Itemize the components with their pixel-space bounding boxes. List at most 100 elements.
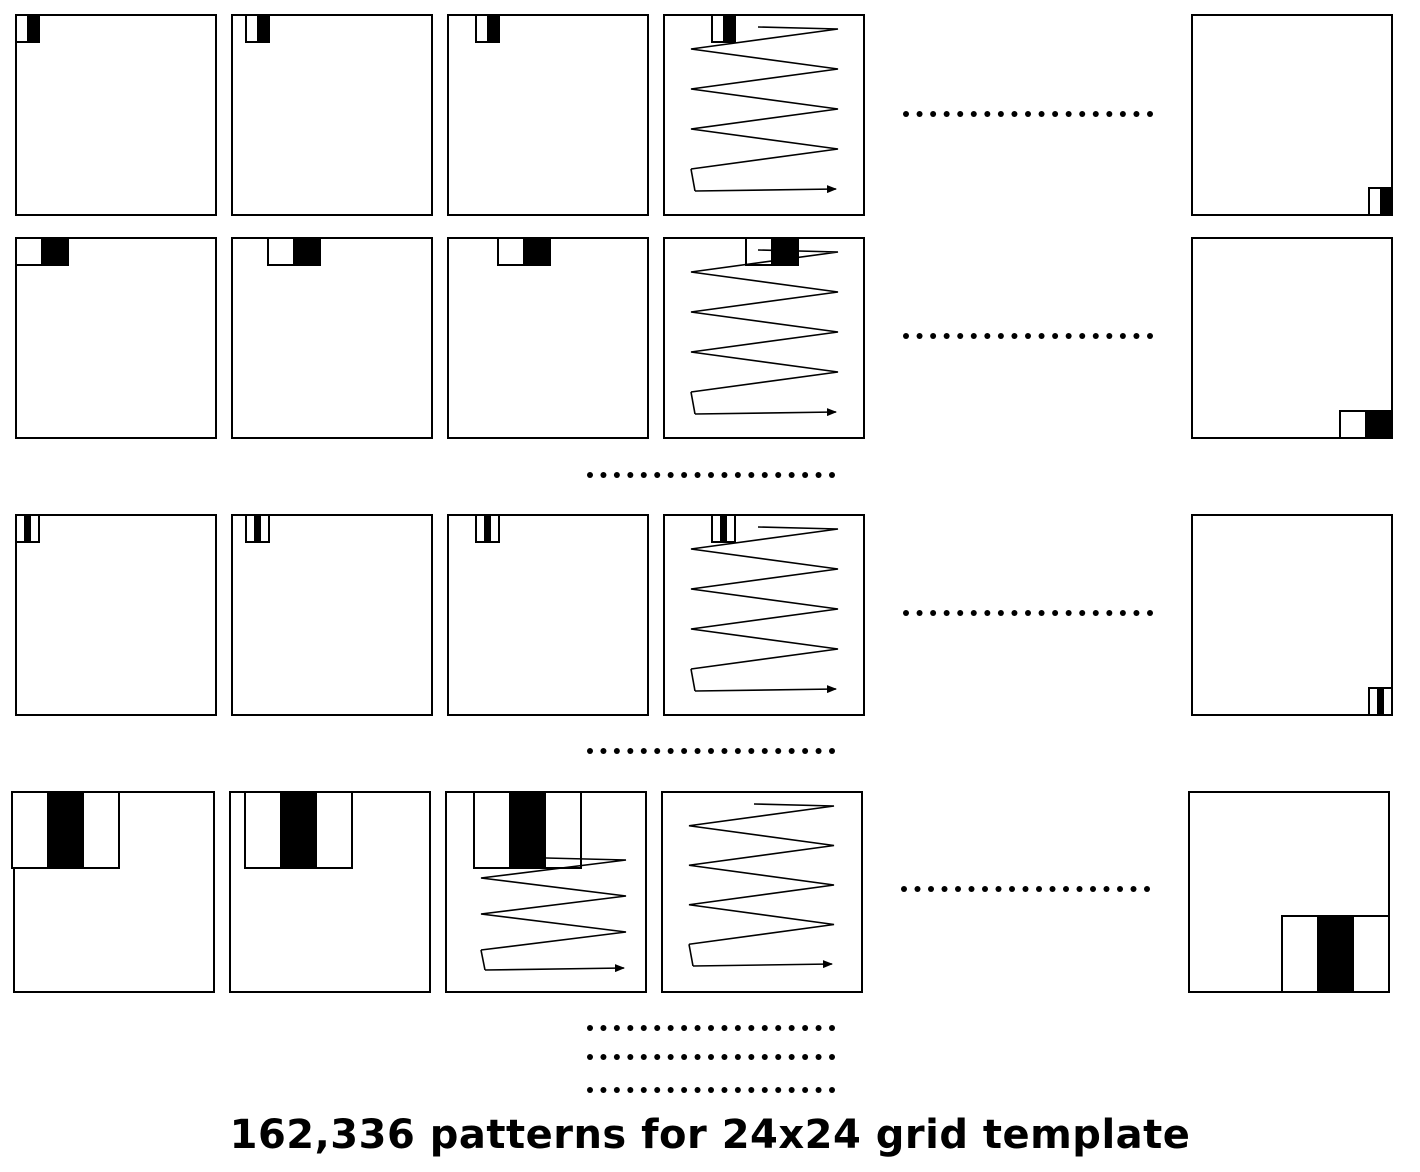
ellipsis-dot <box>928 886 934 892</box>
ellipsis-dot <box>654 748 661 754</box>
panel-3 <box>445 791 647 993</box>
ellipsis-dot <box>721 1025 728 1031</box>
ellipsis-dot <box>613 1054 620 1060</box>
panel-frame <box>447 514 649 716</box>
ellipsis-dot <box>1063 886 1069 892</box>
ellipsis-dot <box>1119 111 1126 117</box>
ellipsis-dot <box>694 1025 701 1031</box>
ellipsis-dot <box>1092 333 1099 339</box>
panel-frame <box>447 237 649 439</box>
panel-2 <box>231 237 433 439</box>
scan-path-arrow <box>694 685 837 694</box>
feature-black-band <box>1380 187 1393 216</box>
ellipsis-dot <box>613 472 620 478</box>
panel-final <box>1191 514 1393 716</box>
scan-path-arrow <box>692 960 833 969</box>
ellipsis-dot <box>748 1087 755 1093</box>
ellipsis-dot <box>734 1054 741 1060</box>
ellipsis-dot <box>721 748 728 754</box>
ellipsis-dot <box>1076 886 1083 892</box>
ellipsis-dot <box>943 333 950 339</box>
ellipsis-dot <box>721 1087 728 1093</box>
ellipsis-dot <box>802 1025 809 1031</box>
haar-feature-scan-diagram <box>11 14 1393 1093</box>
ellipsis-dot <box>957 111 964 117</box>
ellipsis-dot <box>1079 111 1086 117</box>
feature-black-band <box>47 792 84 868</box>
ellipsis-dot <box>788 1087 795 1093</box>
panel-1 <box>15 14 217 216</box>
ellipsis-dot <box>1011 333 1018 339</box>
ellipsis-dot <box>815 472 822 478</box>
feature-white-band <box>15 237 43 266</box>
ellipsis-dot <box>681 1054 688 1060</box>
ellipsis-dot <box>708 1025 714 1031</box>
ellipsis-dot <box>681 472 688 478</box>
continuation-ellipsis <box>587 1087 835 1093</box>
ellipsis-dot <box>802 472 809 478</box>
continuation-ellipsis <box>587 1054 835 1060</box>
feature-white-band <box>711 14 725 43</box>
ellipsis-dot <box>930 333 937 339</box>
ellipsis-dot <box>775 748 782 754</box>
feature-black-band <box>24 515 31 542</box>
ellipsis-dot <box>640 748 647 754</box>
feature-black-band <box>1317 916 1354 992</box>
ellipsis-dot <box>997 111 1004 117</box>
ellipsis-dot <box>802 1087 809 1093</box>
ellipsis-dot <box>1025 333 1031 339</box>
row-ellipsis <box>903 610 1153 616</box>
diagram-caption: 162,336 patterns for 24x24 grid template <box>229 1112 1191 1158</box>
scan-path-line <box>688 803 835 946</box>
panel-frame <box>231 14 433 216</box>
scan-path-line <box>690 526 839 670</box>
panel-1 <box>15 514 217 716</box>
feature-row-line-three-band-large <box>11 791 1390 993</box>
feature-black-band <box>487 14 500 43</box>
ellipsis-dot <box>829 1025 835 1031</box>
feature-white-band <box>15 14 29 43</box>
continuation-ellipsis <box>587 1025 835 1031</box>
feature-black-band <box>1365 410 1393 439</box>
ellipsis-dot <box>815 1054 822 1060</box>
feature-white-band <box>497 237 525 266</box>
panel-1 <box>11 791 215 993</box>
ellipsis-dot <box>1052 111 1059 117</box>
panel-4 <box>661 791 863 993</box>
ellipsis-dot <box>970 111 977 117</box>
panel-3 <box>447 514 649 716</box>
ellipsis-dot <box>761 1025 768 1031</box>
scan-path-line <box>690 391 696 415</box>
ellipsis-dot <box>1009 886 1015 892</box>
panel-frame <box>15 237 217 439</box>
ellipsis-dot <box>997 610 1004 616</box>
ellipsis-dot <box>721 472 728 478</box>
ellipsis-dot <box>681 1087 688 1093</box>
ellipsis-dot <box>916 111 923 117</box>
ellipsis-dot <box>943 610 950 616</box>
ellipsis-dot <box>708 1087 714 1093</box>
feature-black-band <box>1377 688 1384 715</box>
panel-frame <box>231 237 433 439</box>
between-rows-ellipsis <box>587 472 835 478</box>
ellipsis-dot <box>984 610 991 616</box>
ellipsis-dot <box>1133 333 1140 339</box>
feature-black-band <box>254 515 261 542</box>
scan-path-arrow <box>694 185 837 194</box>
ellipsis-dot <box>968 886 975 892</box>
ellipsis-dot <box>930 111 937 117</box>
ellipsis-dot <box>903 333 909 339</box>
panel-3 <box>447 14 649 216</box>
ellipsis-dot <box>761 748 768 754</box>
ellipsis-dot <box>694 748 701 754</box>
ellipsis-dot <box>627 472 634 478</box>
feature-row-line-three-band-narrow <box>15 514 1393 716</box>
panel-1 <box>15 237 217 439</box>
scan-path-arrow <box>694 408 837 417</box>
ellipsis-dot <box>916 610 923 616</box>
ellipsis-dot <box>748 1054 755 1060</box>
ellipsis-dot <box>995 886 1002 892</box>
ellipsis-dot <box>984 111 991 117</box>
ellipsis-dot <box>1092 610 1099 616</box>
ellipsis-dot <box>708 472 714 478</box>
